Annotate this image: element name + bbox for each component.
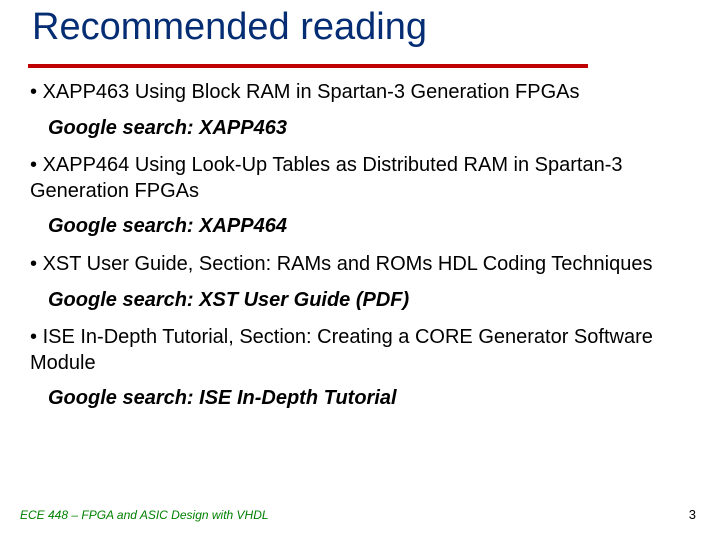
bullet-text: XST User Guide, Section: RAMs and ROMs H…	[43, 253, 653, 275]
title-underline	[28, 64, 588, 68]
bullet-item: • XST User Guide, Section: RAMs and ROMs…	[30, 252, 690, 278]
bullet-text: ISE In-Depth Tutorial, Section: Creating…	[30, 326, 653, 374]
footer-text: ECE 448 – FPGA and ASIC Design with VHDL	[20, 508, 269, 522]
bullet-text: XAPP464 Using Look-Up Tables as Distribu…	[30, 154, 622, 202]
bullet-item: • ISE In-Depth Tutorial, Section: Creati…	[30, 325, 690, 376]
search-hint: Google search: XAPP464	[48, 214, 690, 240]
search-hint: Google search: XST User Guide (PDF)	[48, 288, 690, 314]
slide-title: Recommended reading	[32, 6, 427, 49]
bullet-item: • XAPP463 Using Block RAM in Spartan-3 G…	[30, 80, 690, 106]
slide: Recommended reading • XAPP463 Using Bloc…	[0, 0, 720, 540]
bullet-text: XAPP463 Using Block RAM in Spartan-3 Gen…	[43, 81, 580, 103]
search-hint: Google search: ISE In-Depth Tutorial	[48, 386, 690, 412]
page-number: 3	[689, 507, 696, 522]
bullet-item: • XAPP464 Using Look-Up Tables as Distri…	[30, 153, 690, 204]
search-hint: Google search: XAPP463	[48, 116, 690, 142]
slide-body: • XAPP463 Using Block RAM in Spartan-3 G…	[30, 78, 690, 424]
